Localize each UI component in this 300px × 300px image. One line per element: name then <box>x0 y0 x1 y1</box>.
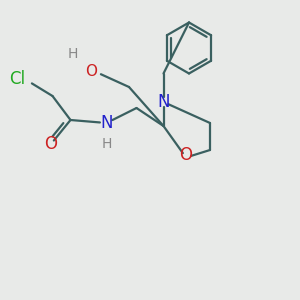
Text: O: O <box>85 64 98 80</box>
Text: H: H <box>101 137 112 151</box>
Text: O: O <box>44 135 58 153</box>
Text: Cl: Cl <box>9 70 26 88</box>
Text: H: H <box>68 47 78 61</box>
Text: N: N <box>157 93 170 111</box>
Text: N: N <box>100 114 113 132</box>
Text: O: O <box>179 146 193 164</box>
